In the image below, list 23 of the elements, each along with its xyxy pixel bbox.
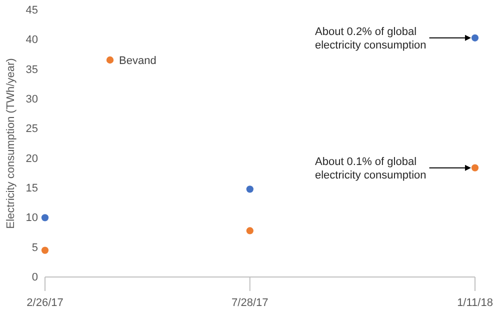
y-tick-label: 10: [26, 212, 38, 224]
point: [41, 246, 49, 254]
point: [246, 227, 254, 234]
x-tick-label: 7/28/17: [232, 297, 268, 310]
x-tick-label: 1/11/18: [457, 297, 493, 310]
legend-label: Bevand: [119, 54, 156, 67]
point: [246, 186, 254, 193]
y-tick-label: 45: [26, 4, 38, 17]
y-tick-label: 20: [26, 152, 38, 165]
point: [41, 214, 49, 222]
annotation: About 0.2% of global electricity consumption: [315, 26, 426, 52]
y-tick-label: 35: [26, 64, 38, 76]
y-tick-label: 30: [26, 94, 38, 106]
y-tick-label: 0: [32, 272, 38, 284]
x-tick-label: 2/26/17: [26, 297, 64, 310]
annotation: About 0.1% of global electricity consumption: [315, 156, 426, 182]
y-tick-label: 5: [32, 242, 38, 254]
point: [471, 34, 479, 42]
y-tick-label: 25: [26, 123, 38, 136]
y-axis-title: Electricity consumption (TWh/year): [5, 58, 17, 229]
y-tick-label: 15: [26, 182, 38, 195]
y-tick-label: 40: [26, 34, 38, 46]
point: [471, 164, 479, 172]
